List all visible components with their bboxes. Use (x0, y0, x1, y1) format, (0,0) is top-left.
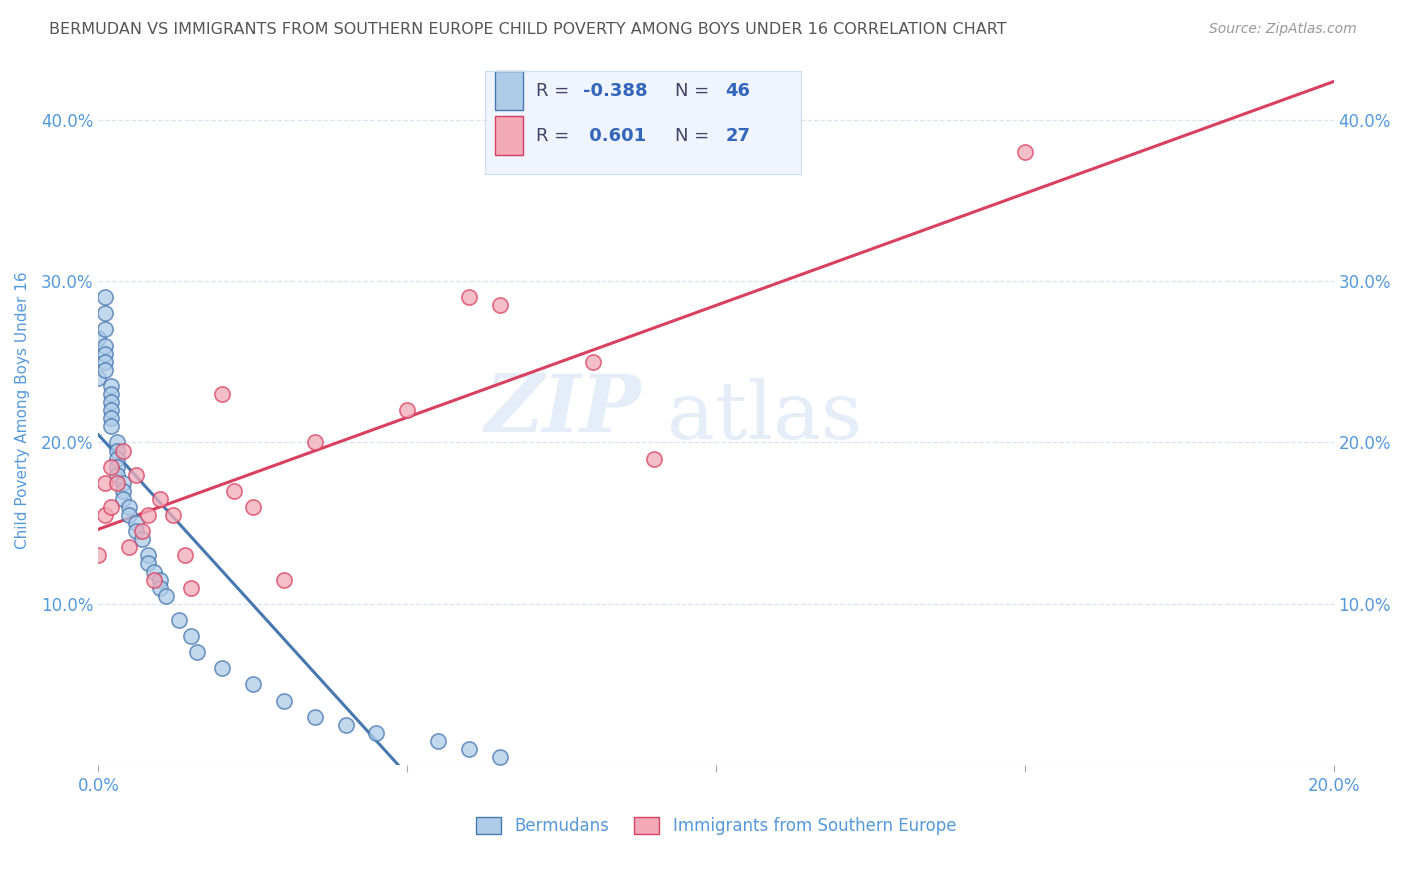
Point (93, 338, 115, 352)
Point (136, 508, 159, 522)
Point (93, 355, 115, 369)
Point (93, 347, 115, 361)
Point (93, 290, 115, 304)
Point (100, 500, 122, 514)
Text: 46: 46 (725, 82, 751, 100)
Point (105, 451, 128, 466)
Point (105, 443, 128, 458)
Point (149, 491, 172, 506)
Point (224, 483, 246, 498)
Legend: Bermudans, Immigrants from Southern Europe: Bermudans, Immigrants from Southern Euro… (477, 817, 956, 835)
Point (458, 742, 481, 756)
Point (100, 395, 122, 409)
Point (174, 549, 197, 563)
Point (118, 508, 141, 522)
Point (105, 475, 128, 490)
Point (118, 500, 141, 514)
Point (112, 483, 135, 498)
Point (131, 524, 153, 539)
Point (93, 363, 115, 377)
FancyBboxPatch shape (495, 117, 523, 155)
Point (458, 290, 481, 304)
Y-axis label: Child Poverty Among Boys Under 16: Child Poverty Among Boys Under 16 (15, 271, 30, 549)
Point (149, 581, 172, 595)
Point (167, 613, 190, 627)
Point (242, 500, 264, 514)
Point (124, 516, 146, 530)
Point (93, 475, 115, 490)
Text: 0.601: 0.601 (583, 127, 647, 145)
Point (242, 677, 264, 691)
Point (143, 573, 166, 587)
Point (581, 355, 603, 369)
Point (155, 589, 177, 603)
Point (124, 467, 146, 482)
Point (273, 693, 295, 707)
Point (87, 330, 110, 344)
Point (211, 387, 233, 401)
Text: atlas: atlas (666, 378, 862, 457)
Point (105, 467, 128, 482)
Point (1014, 145, 1036, 159)
Text: ZIP: ZIP (485, 371, 643, 449)
Point (211, 661, 233, 675)
Point (100, 379, 122, 393)
Text: BERMUDAN VS IMMIGRANTS FROM SOUTHERN EUROPE CHILD POVERTY AMONG BOYS UNDER 16 CO: BERMUDAN VS IMMIGRANTS FROM SOUTHERN EUR… (49, 22, 1007, 37)
Point (304, 435, 326, 450)
Point (100, 459, 122, 474)
Point (124, 524, 146, 539)
Point (180, 581, 202, 595)
Point (136, 557, 159, 571)
Point (100, 419, 122, 434)
Text: R =: R = (536, 82, 575, 100)
Point (366, 726, 388, 740)
Point (112, 491, 135, 506)
Point (100, 387, 122, 401)
Point (643, 451, 665, 466)
Point (93, 306, 115, 320)
Point (87, 371, 110, 385)
Point (143, 565, 166, 579)
FancyBboxPatch shape (495, 71, 523, 111)
Point (93, 508, 115, 522)
Point (396, 403, 419, 417)
Text: N =: N = (675, 82, 714, 100)
Point (93, 322, 115, 336)
Text: -0.388: -0.388 (583, 82, 648, 100)
Point (180, 629, 202, 643)
Point (149, 573, 172, 587)
Text: Source: ZipAtlas.com: Source: ZipAtlas.com (1209, 22, 1357, 37)
Point (112, 475, 135, 490)
Point (489, 750, 512, 764)
Point (87, 549, 110, 563)
Point (273, 573, 295, 587)
Point (304, 710, 326, 724)
Point (489, 298, 512, 312)
Point (136, 549, 159, 563)
Point (427, 734, 450, 748)
Point (131, 533, 153, 547)
Point (100, 403, 122, 417)
Point (335, 718, 357, 732)
Point (105, 459, 128, 474)
Point (162, 508, 184, 522)
Text: 27: 27 (725, 127, 751, 145)
Text: R =: R = (536, 127, 575, 145)
Text: N =: N = (675, 127, 714, 145)
Point (186, 645, 208, 659)
Point (112, 443, 135, 458)
Point (100, 411, 122, 425)
Point (105, 435, 128, 450)
Point (118, 541, 141, 555)
